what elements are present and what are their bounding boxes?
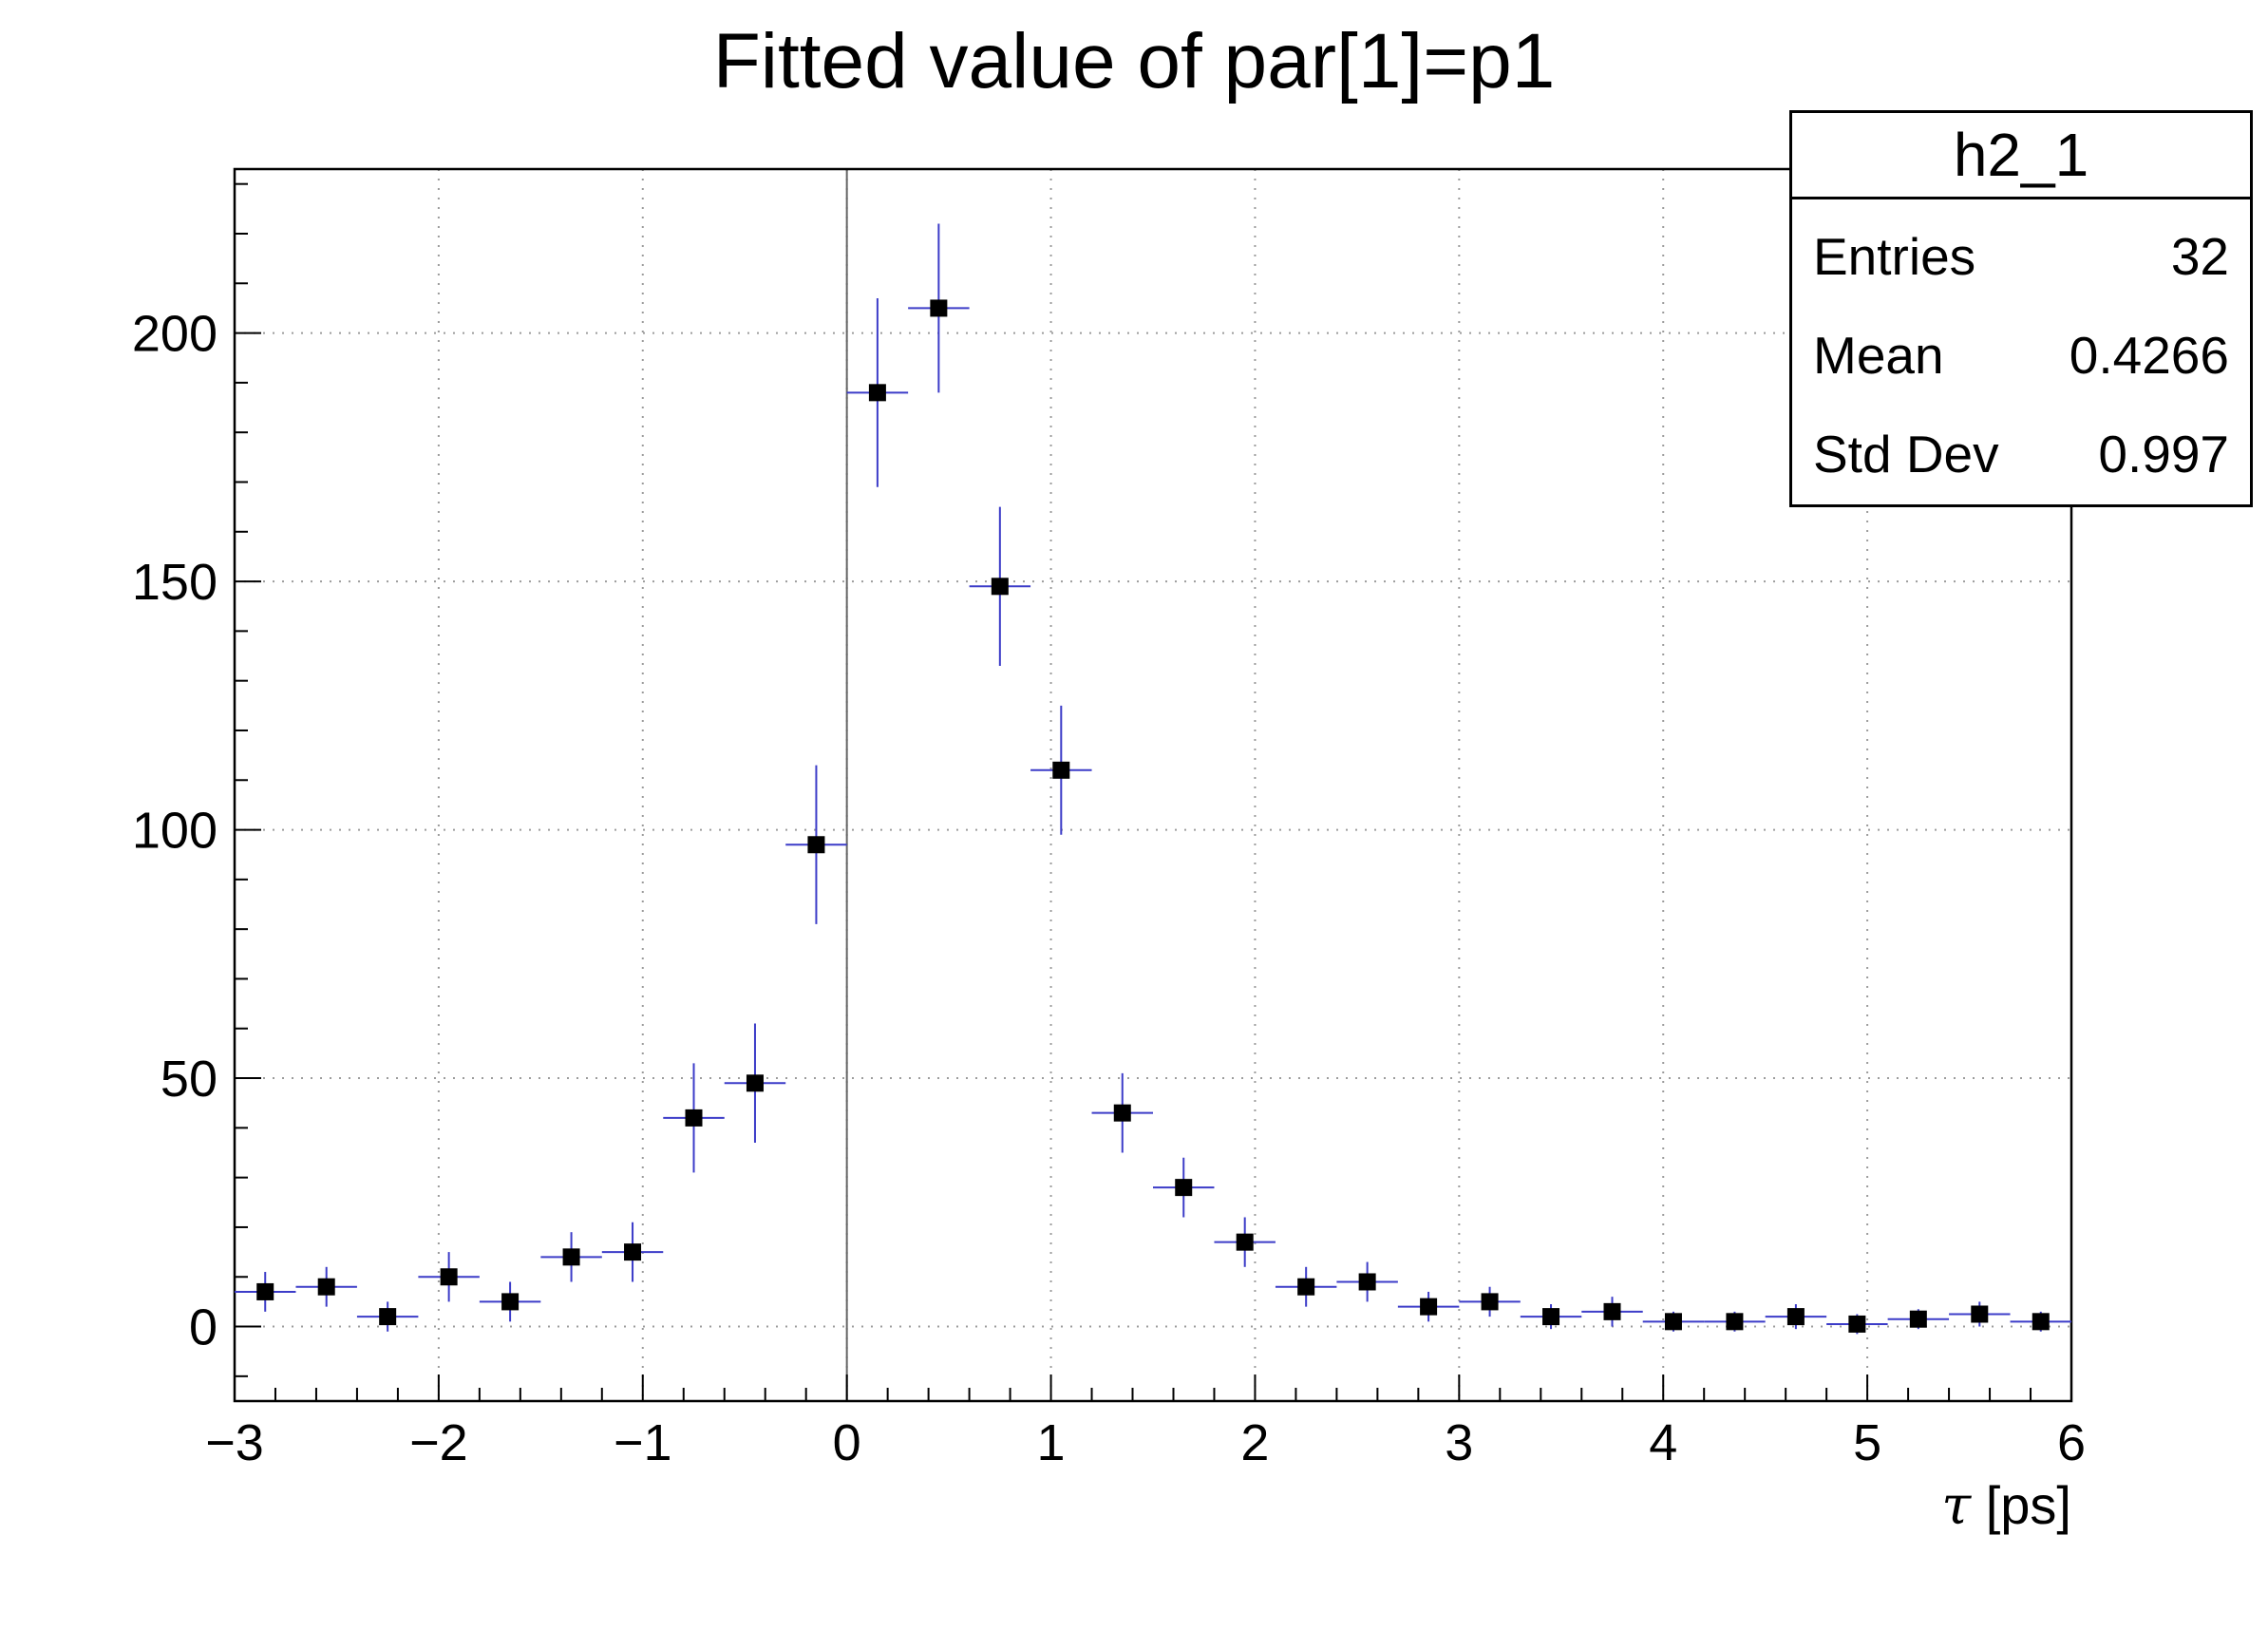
y-tick-label: 50 xyxy=(161,1051,217,1108)
stats-label-mean: Mean xyxy=(1813,326,1944,385)
data-point xyxy=(991,578,1009,596)
data-point xyxy=(1603,1302,1621,1320)
data-point xyxy=(1420,1298,1438,1316)
data-point xyxy=(1664,1313,1682,1331)
stats-title: h2_1 xyxy=(1792,113,2250,199)
x-tick-label: −3 xyxy=(205,1414,264,1471)
data-point xyxy=(1848,1315,1866,1333)
y-tick-label: 100 xyxy=(132,803,217,860)
x-tick-label: −2 xyxy=(409,1414,468,1471)
data-point xyxy=(562,1248,580,1266)
data-point xyxy=(1481,1293,1499,1311)
stats-row-entries: Entries 32 xyxy=(1813,207,2229,306)
x-tick-label: 5 xyxy=(1853,1414,1881,1471)
x-tick-label: 3 xyxy=(1445,1414,1473,1471)
data-point xyxy=(868,384,886,402)
data-point xyxy=(685,1109,703,1127)
data-point xyxy=(1971,1305,1989,1323)
stats-label-stddev: Std Dev xyxy=(1813,425,1999,483)
stats-value-mean: 0.4266 xyxy=(2069,326,2229,385)
data-point xyxy=(807,836,825,854)
data-point xyxy=(1052,761,1070,779)
data-point xyxy=(501,1293,520,1311)
stats-value-entries: 32 xyxy=(2170,227,2229,286)
x-tick-label: 6 xyxy=(2057,1414,2086,1471)
data-point xyxy=(1909,1310,1927,1328)
stats-value-stddev: 0.997 xyxy=(2098,425,2229,483)
data-point xyxy=(1175,1179,1193,1197)
stats-row-mean: Mean 0.4266 xyxy=(1813,306,2229,405)
data-point xyxy=(1236,1233,1254,1251)
data-point xyxy=(317,1278,335,1296)
y-tick-label: 0 xyxy=(189,1299,217,1356)
data-point xyxy=(2032,1313,2050,1331)
data-point xyxy=(1297,1278,1315,1296)
chart-title: Fitted value of par[1]=p1 xyxy=(712,18,1556,104)
plot-frame xyxy=(233,167,2073,1403)
x-axis-label: τ [ps] xyxy=(1941,1475,2071,1537)
data-point xyxy=(1542,1308,1560,1326)
data-point xyxy=(1726,1313,1744,1331)
data-point xyxy=(1358,1273,1376,1291)
x-tick-label: −1 xyxy=(614,1414,672,1471)
stats-row-stddev: Std Dev 0.997 xyxy=(1813,405,2229,503)
stats-label-entries: Entries xyxy=(1813,227,1976,286)
x-tick-label: 2 xyxy=(1240,1414,1269,1471)
data-point xyxy=(624,1243,642,1261)
data-point xyxy=(440,1268,458,1286)
data-point xyxy=(746,1074,764,1092)
y-tick-label: 150 xyxy=(132,554,217,611)
x-tick-label: 4 xyxy=(1649,1414,1677,1471)
x-tick-label: 1 xyxy=(1037,1414,1066,1471)
data-point xyxy=(256,1282,274,1300)
data-point xyxy=(1786,1308,1805,1326)
x-tick-label: 0 xyxy=(833,1414,861,1471)
stats-rows: Entries 32 Mean 0.4266 Std Dev 0.997 xyxy=(1792,199,2250,503)
data-point xyxy=(930,299,948,317)
data-point xyxy=(379,1308,397,1326)
data-point xyxy=(1113,1104,1131,1122)
y-tick-label: 200 xyxy=(132,306,217,363)
stats-box: h2_1 Entries 32 Mean 0.4266 Std Dev 0.99… xyxy=(1789,110,2253,507)
